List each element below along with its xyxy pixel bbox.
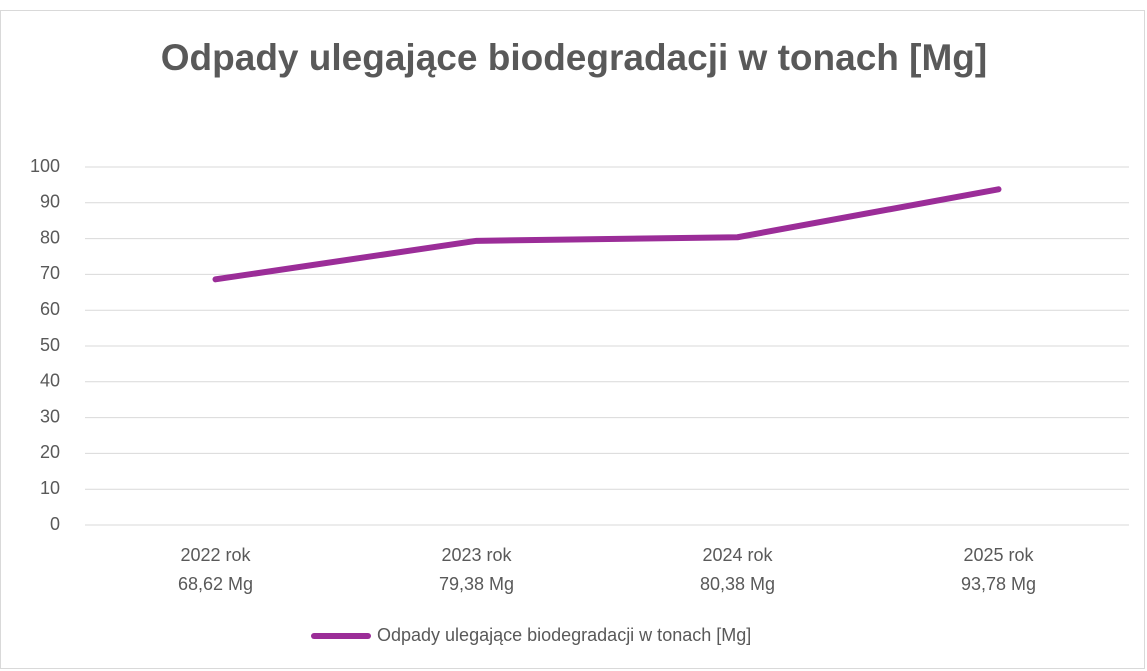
y-tick-label: 70 <box>40 263 60 283</box>
y-tick-label: 80 <box>40 227 60 247</box>
y-tick-label: 100 <box>30 156 60 176</box>
chart-frame <box>0 10 1145 669</box>
y-tick-label: 90 <box>40 192 60 212</box>
x-tick-label: 2025 rok <box>963 545 1034 565</box>
x-tick-label: 2022 rok <box>180 545 251 565</box>
y-tick-label: 40 <box>40 371 60 391</box>
y-tick-label: 50 <box>40 335 60 355</box>
data-label: 68,62 Mg <box>178 574 253 594</box>
legend-label: Odpady ulegające biodegradacji w tonach … <box>377 625 751 645</box>
y-tick-label: 60 <box>40 299 60 319</box>
y-tick-label: 0 <box>50 514 60 534</box>
x-tick-label: 2023 rok <box>441 545 512 565</box>
chart-title: Odpady ulegające biodegradacji w tonach … <box>160 37 988 78</box>
series-line <box>212 186 1002 283</box>
data-label: 79,38 Mg <box>439 574 514 594</box>
y-tick-label: 30 <box>40 406 60 426</box>
data-label: 80,38 Mg <box>700 574 775 594</box>
y-tick-label: 10 <box>40 478 60 498</box>
x-tick-label: 2024 rok <box>702 545 773 565</box>
data-label: 93,78 Mg <box>961 574 1036 594</box>
y-tick-label: 20 <box>40 442 60 462</box>
